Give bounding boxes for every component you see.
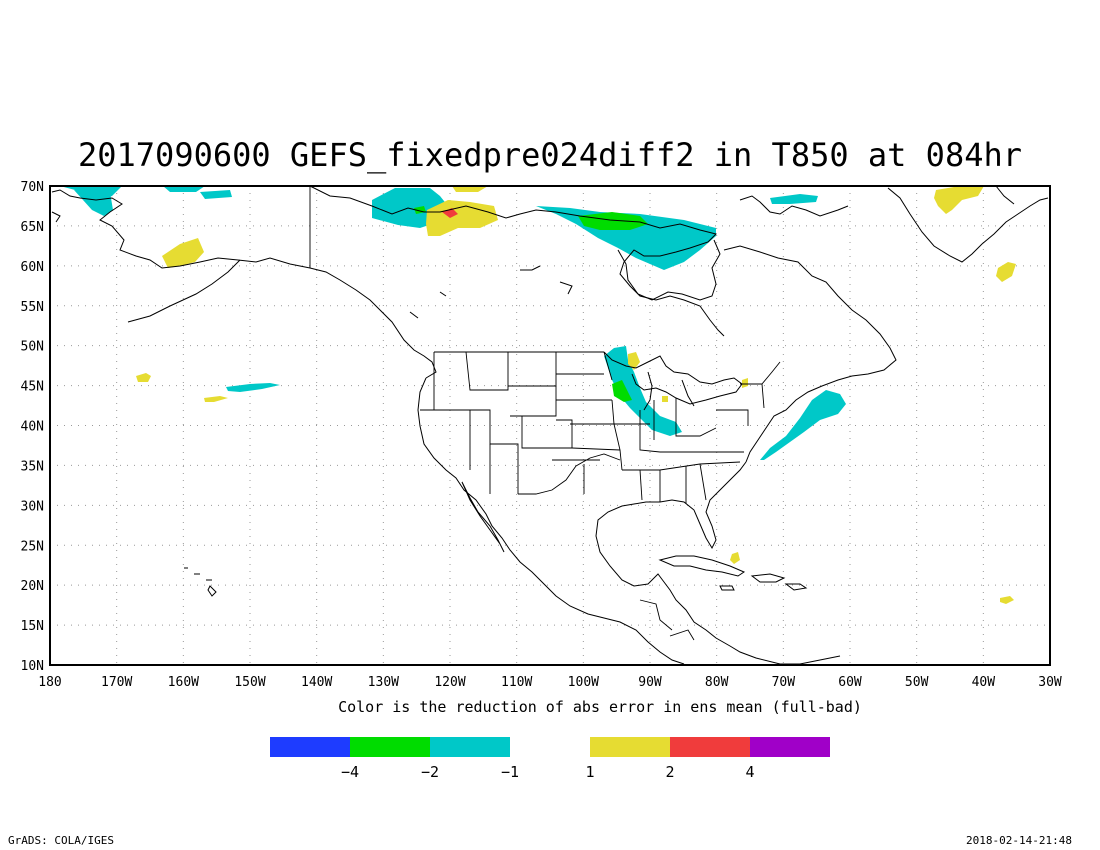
lon-tick-label: 170W [101, 675, 132, 690]
lat-tick-label: 70N [21, 180, 44, 195]
lat-tick-label: 30N [21, 499, 44, 514]
plot-title: 2017090600 GEFS_fixedpre024diff2 in T850… [77, 136, 1022, 174]
political-borders [309, 186, 781, 641]
lon-tick-label: 60W [838, 675, 862, 690]
patch-yellow [162, 238, 204, 268]
colorbar-swatch [270, 737, 350, 757]
colorbar-label: −4 [341, 763, 359, 781]
patch-yellow [934, 186, 984, 214]
latitude-axis: 10N 15N 20N 25N 30N 35N 40N 45N 50N 55N 60N 65N 70N [21, 180, 44, 674]
lon-tick-label: 120W [434, 675, 465, 690]
lon-tick-label: 90W [638, 675, 662, 690]
lat-tick-label: 25N [21, 539, 44, 554]
patch-yellow [204, 396, 228, 402]
lon-tick-label: 150W [234, 675, 265, 690]
patch-yellow [742, 378, 748, 388]
map-frame [49, 185, 1051, 666]
footer-timestamp: 2018-02-14-21:48 [966, 834, 1072, 847]
patch-cyan [74, 190, 113, 216]
lat-tick-label: 10N [21, 659, 44, 674]
lon-tick-label: 100W [568, 675, 599, 690]
patch-yellow [452, 186, 488, 192]
lat-tick-label: 60N [21, 260, 44, 275]
lat-tick-label: 35N [21, 459, 44, 474]
lon-tick-label: 70W [772, 675, 796, 690]
footer-credit: GrADS: COLA/IGES [8, 834, 114, 847]
colorbar-swatch [430, 737, 510, 757]
patch-cyan [536, 206, 716, 270]
patch-yellow [1000, 596, 1014, 604]
patch-green [612, 380, 632, 402]
patch-yellow [996, 262, 1016, 282]
patch-cyan [163, 186, 205, 192]
patch-cyan [770, 194, 818, 204]
lon-tick-label: 40W [972, 675, 996, 690]
lat-tick-label: 20N [21, 579, 44, 594]
gridlines [50, 186, 1050, 665]
lat-tick-label: 40N [21, 420, 44, 435]
patch-yellow [426, 200, 498, 236]
lat-tick-label: 45N [21, 380, 44, 395]
colorbar-label: 2 [665, 763, 674, 781]
lon-tick-label: 50W [905, 675, 929, 690]
colorbar: −4 −2 −1 1 2 4 [270, 737, 830, 781]
lon-tick-label: 130W [368, 675, 399, 690]
patch-cyan [226, 383, 280, 392]
colorbar-swatch [750, 737, 830, 757]
colorbar-swatch [670, 737, 750, 757]
patch-cyan [200, 190, 232, 199]
anomaly-patches [60, 186, 1016, 604]
lon-tick-label: 140W [301, 675, 332, 690]
lat-tick-label: 15N [21, 619, 44, 634]
colorbar-label: 4 [745, 763, 754, 781]
coastlines [51, 185, 1049, 665]
colorbar-label: −1 [501, 763, 519, 781]
lat-tick-label: 50N [21, 340, 44, 355]
lon-tick-label: 180 [38, 675, 61, 690]
patch-yellow [662, 396, 668, 402]
lon-tick-label: 30W [1038, 675, 1062, 690]
patch-cyan [604, 346, 682, 436]
patch-yellow [628, 352, 640, 370]
colorbar-label: 1 [585, 763, 594, 781]
patch-cyan [760, 390, 846, 460]
patch-yellow [136, 373, 151, 382]
colorbar-label: −2 [421, 763, 439, 781]
colorbar-swatch [590, 737, 670, 757]
lat-tick-label: 65N [21, 220, 44, 235]
longitude-axis: 180 170W 160W 150W 140W 130W 120W 110W 100W 90W 80… [38, 675, 1062, 690]
lon-tick-label: 160W [168, 675, 199, 690]
patch-yellow [730, 552, 740, 564]
lat-tick-label: 55N [21, 300, 44, 315]
patch-green [578, 212, 648, 230]
lon-tick-label: 110W [501, 675, 532, 690]
colorbar-swatch [350, 737, 430, 757]
plot-subtitle: Color is the reduction of abs error in e… [338, 698, 862, 716]
lon-tick-label: 80W [705, 675, 729, 690]
